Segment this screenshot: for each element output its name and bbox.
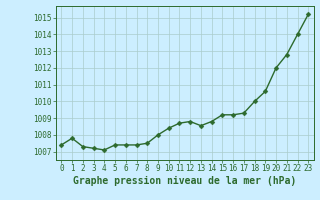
- X-axis label: Graphe pression niveau de la mer (hPa): Graphe pression niveau de la mer (hPa): [73, 176, 296, 186]
